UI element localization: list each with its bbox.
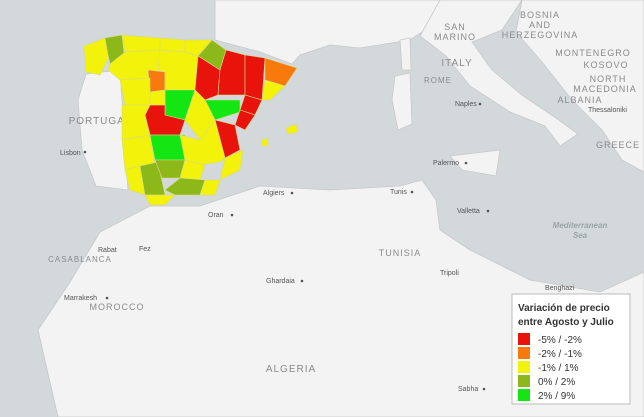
sea-label: Sea (573, 231, 588, 240)
city-label: Valletta (457, 208, 480, 215)
country-label: TUNISIA (379, 248, 422, 258)
sea-label: Mediterranean (553, 221, 608, 230)
province (285, 123, 299, 135)
country-label: ITALY (441, 58, 472, 69)
legend-label: 2% / 9% (538, 391, 575, 402)
province (121, 34, 161, 53)
legend: Variación de precio entre Agosto y Julio… (511, 293, 631, 405)
legend-label: -2% / -1% (538, 349, 582, 360)
city-dots (83, 102, 490, 391)
city-label: Tripoli (440, 270, 459, 277)
legend-swatch (518, 375, 530, 387)
city-dot (410, 190, 414, 194)
legend-label: -5% / -2% (538, 335, 582, 346)
legend-swatch (518, 389, 530, 401)
province (244, 54, 266, 101)
corsica (399, 37, 412, 71)
country-label: ALBANIA (557, 95, 602, 105)
city-dot (105, 296, 109, 300)
city-label: Benghazi (545, 285, 575, 292)
city-dot (482, 387, 486, 391)
province (83, 37, 111, 76)
country-label: MONTENEGRO (555, 48, 631, 58)
country-label: KOSOVO (583, 60, 628, 70)
province (149, 89, 166, 106)
legend-swatch (518, 361, 530, 373)
city-label: Sabha (458, 386, 478, 393)
legend-swatch (518, 347, 530, 359)
province (119, 77, 151, 106)
italy (419, 0, 579, 147)
country-label: BOSNIA (520, 10, 560, 20)
country-label: ROME (424, 76, 452, 85)
city-label: Tunis (390, 189, 407, 196)
city-label: Oran (208, 212, 224, 219)
africa (37, 179, 644, 417)
legend-label: 0% / 2% (538, 377, 575, 388)
city-label: Marrakesh (64, 295, 97, 302)
legend-swatch (518, 333, 530, 345)
sardinia (391, 72, 413, 131)
province (199, 179, 221, 196)
city-label: Ghardaia (266, 278, 295, 285)
city-dot (290, 191, 294, 195)
country-label: GREECE (596, 140, 640, 150)
spain-provinces (83, 34, 299, 206)
city-label: Lisbon (60, 150, 81, 157)
legend-items: -5% / -2% -2% / -1% -1% / 1% 0% / 2% 2% / 9% (518, 333, 582, 402)
province (144, 194, 176, 206)
country-label: ALGERIA (266, 364, 316, 375)
province (194, 55, 221, 101)
country-label: AND (529, 20, 551, 30)
province (217, 49, 246, 96)
country-label: MACEDONIA (573, 84, 637, 94)
country-label: MOROCCO (90, 302, 145, 312)
province (219, 149, 244, 181)
legend-label: -1% / 1% (538, 363, 579, 374)
country-label: MARINO (434, 32, 476, 42)
city-dot (486, 209, 490, 213)
province (234, 109, 256, 131)
legend-title: entre Agosto y Julio (518, 317, 614, 328)
country-label: PORTUGAL (69, 116, 132, 127)
city-dot (478, 102, 482, 106)
land (37, 0, 644, 417)
city-label: Rabat (98, 247, 117, 254)
country-label: CASABLANCA (48, 255, 112, 264)
sicily (449, 149, 501, 177)
province (121, 104, 151, 141)
province (164, 177, 206, 196)
city-dot (230, 213, 234, 217)
country-label: SAN (444, 22, 466, 32)
legend-title: Variación de precio (518, 303, 610, 314)
city-dot (464, 161, 468, 165)
country-label: NORTH (590, 74, 627, 84)
province (261, 79, 286, 101)
city-label: Thessaloniki (588, 107, 627, 114)
legend-box (511, 293, 631, 405)
province (159, 37, 186, 53)
balkans (515, 0, 644, 173)
city-label: Naples (455, 101, 477, 108)
province (149, 134, 186, 161)
country-label: HERZEGOVINA (502, 30, 579, 40)
place-labels: BOSNIA AND HERZEGOVINA SAN MARINO ITALY … (48, 10, 640, 393)
province (261, 137, 269, 147)
province (147, 69, 166, 93)
city-label: Palermo (433, 160, 459, 167)
city-dot (300, 279, 304, 283)
city-label: Algiers (263, 190, 285, 197)
city-label: Fez (139, 246, 151, 253)
city-dot (83, 150, 87, 154)
